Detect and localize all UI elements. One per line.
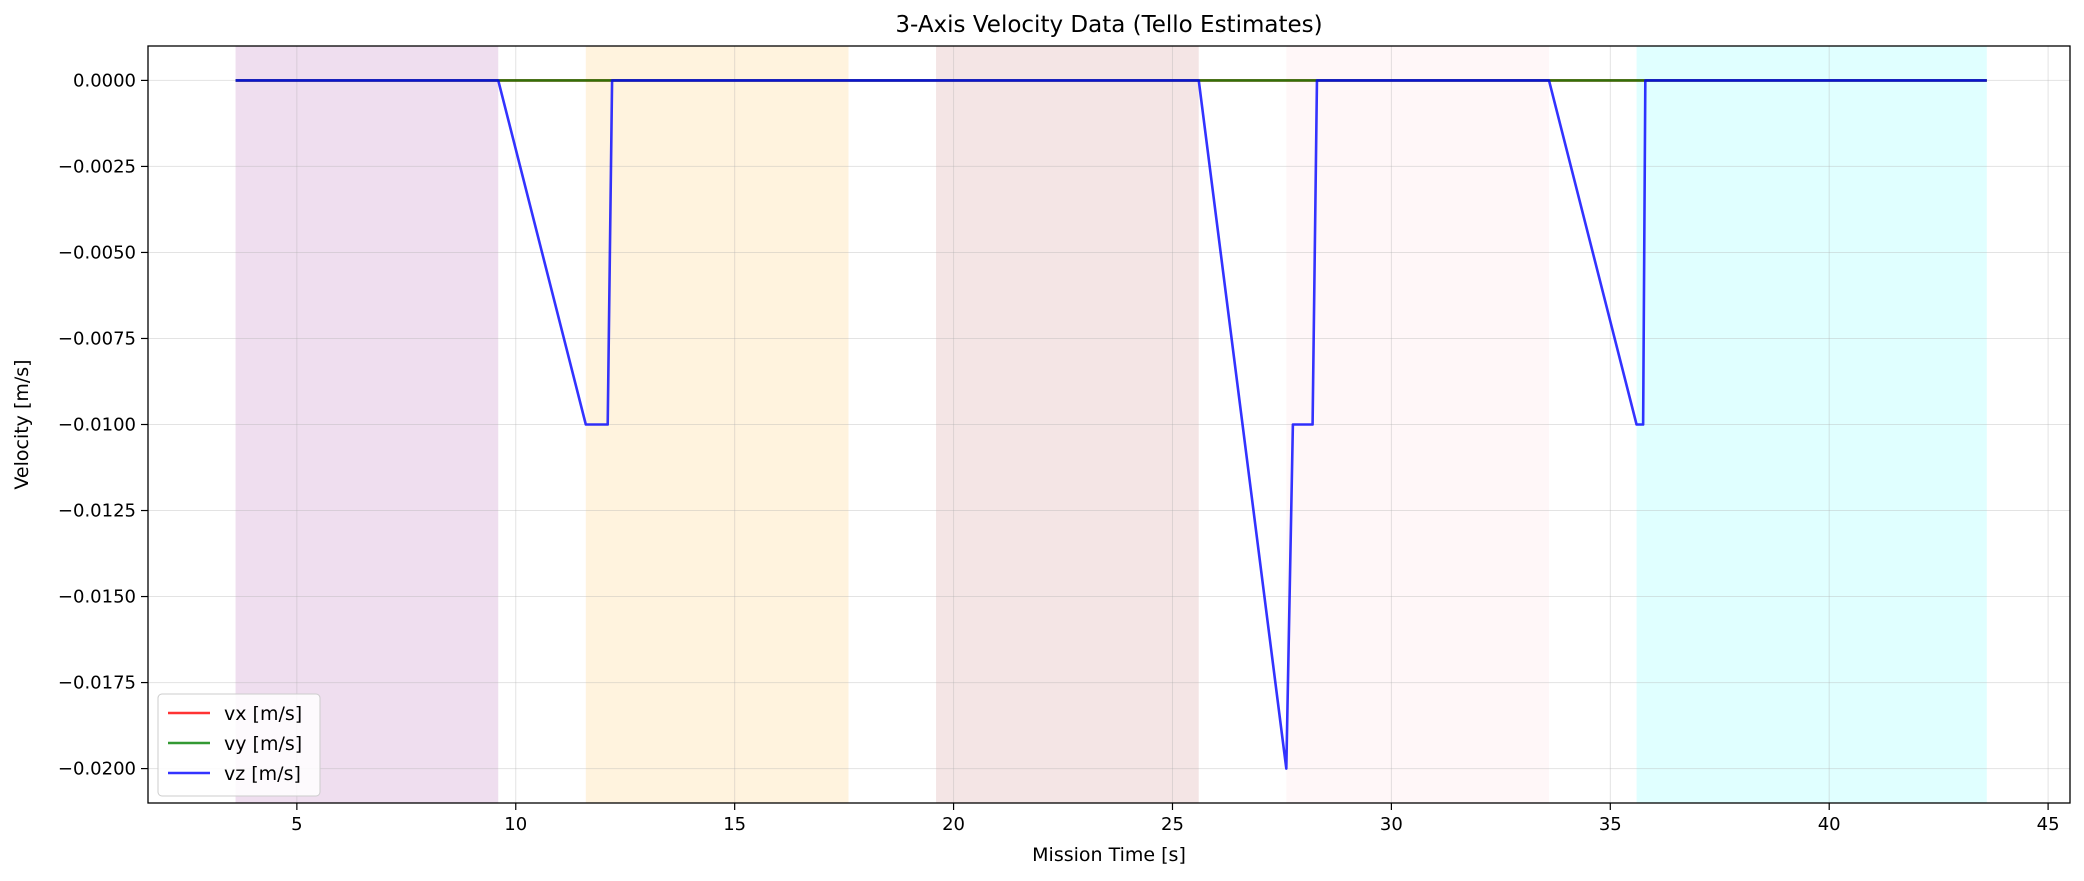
y-tick-label-8: −0.0175 — [58, 673, 136, 694]
x-tick-label-5: 25 — [1161, 814, 1184, 835]
phase-band-1 — [235, 46, 499, 803]
phase-band-3 — [936, 46, 1199, 803]
x-tick-label-3: 15 — [723, 814, 746, 835]
y-tick-label-4: −0.0075 — [58, 328, 136, 349]
y-tick-label-9: −0.0200 — [58, 759, 136, 780]
x-axis-title: Mission Time [s] — [1032, 844, 1186, 866]
series-lines — [235, 79, 1987, 770]
phase-band-4 — [1286, 46, 1550, 803]
chart-title: 3-Axis Velocity Data (Tello Estimates) — [895, 12, 1322, 38]
phase-band-2 — [585, 46, 849, 803]
x-tick-label-8: 40 — [1818, 814, 1841, 835]
y-tick-label-2: −0.0025 — [58, 156, 136, 177]
x-tick-label-2: 10 — [504, 814, 527, 835]
y-tick-label-5: −0.0100 — [58, 415, 136, 436]
legend-label-1: vx [m/s] — [224, 703, 302, 725]
legend-box — [157, 693, 321, 797]
legend-label-3: vz [m/s] — [224, 763, 301, 785]
axis-ticks: 5 10 15 20 25 30 35 40 45 0.0000 −0.0025 −0.0050 −0.… — [58, 70, 2060, 835]
x-tick-label-1: 5 — [291, 814, 302, 835]
phase-bands — [235, 46, 1987, 803]
grid — [148, 46, 2070, 803]
y-tick-label-6: −0.0125 — [58, 501, 136, 522]
x-tick-label-7: 35 — [1599, 814, 1622, 835]
y-tick-label-3: −0.0050 — [58, 242, 136, 263]
legend: vx [m/s] vy [m/s] vz [m/s] — [157, 693, 321, 797]
x-tick-label-9: 45 — [2037, 814, 2060, 835]
phase-band-5 — [1636, 46, 1987, 803]
legend-label-2: vy [m/s] — [224, 733, 302, 755]
x-tick-label-6: 30 — [1380, 814, 1403, 835]
series-line-vz — [235, 79, 1987, 770]
y-tick-label-1: 0.0000 — [73, 70, 136, 91]
y-axis-title: Velocity [m/s] — [11, 359, 33, 489]
x-tick-label-4: 20 — [942, 814, 965, 835]
y-tick-label-7: −0.0150 — [58, 587, 136, 608]
